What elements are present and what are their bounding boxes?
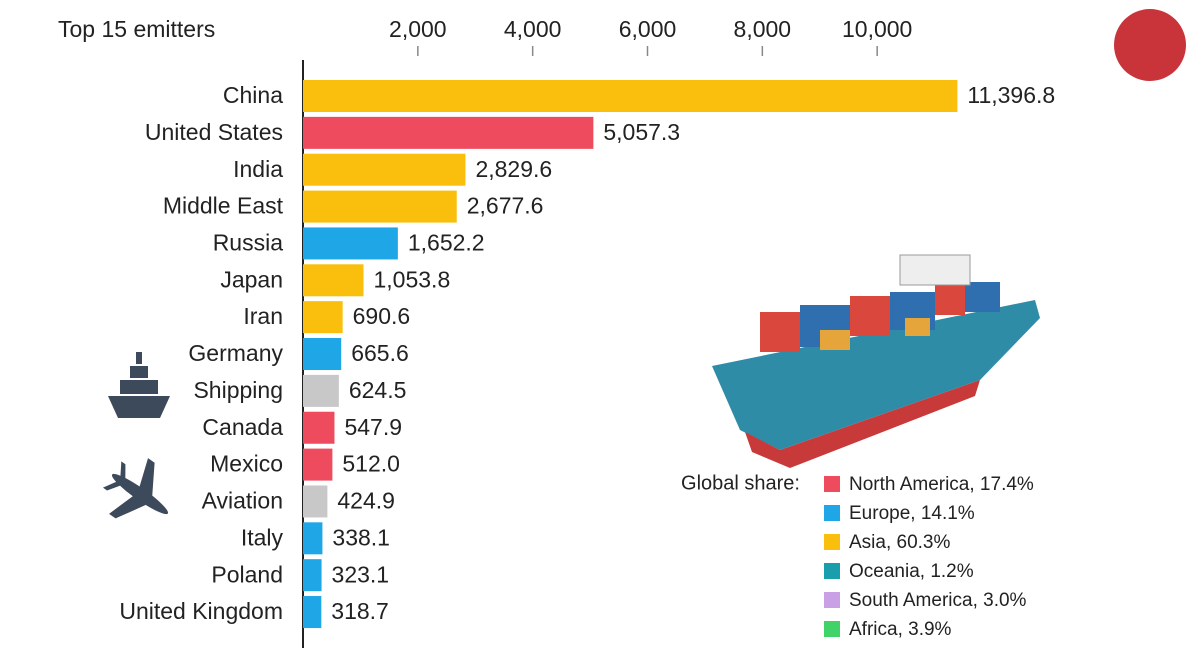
bar: [303, 116, 594, 149]
value-label: 512.0: [342, 451, 400, 477]
bar: [303, 485, 328, 518]
bar: [303, 559, 322, 592]
value-label: 1,053.8: [374, 266, 451, 292]
bar: [303, 264, 364, 297]
bar: [303, 374, 339, 407]
bar: [303, 80, 958, 112]
x-tick-label: 6,000: [619, 16, 677, 42]
x-tick-label: 8,000: [734, 16, 792, 42]
legend-swatch: [824, 621, 840, 637]
legend-swatch: [824, 592, 840, 608]
value-label: 5,057.3: [603, 119, 680, 145]
category-label: Aviation: [202, 488, 283, 514]
bar: [303, 411, 335, 444]
value-label: 323.1: [332, 561, 390, 587]
legend-swatch: [824, 505, 840, 521]
value-label: 2,829.6: [475, 156, 552, 182]
ship-icon: [108, 352, 170, 418]
category-label: Russia: [213, 230, 284, 256]
category-label: India: [233, 156, 283, 182]
legend-label: Africa, 3.9%: [849, 619, 952, 640]
value-label: 338.1: [332, 524, 390, 550]
bar: [303, 448, 333, 481]
category-label: Germany: [188, 340, 283, 366]
bar: [303, 596, 322, 629]
value-label: 424.9: [337, 488, 395, 514]
x-tick-label: 10,000: [842, 16, 912, 42]
category-label: United States: [145, 119, 283, 145]
legend-label: South America, 3.0%: [849, 590, 1027, 611]
value-label: 11,396.8: [967, 82, 1055, 108]
legend-label: North America, 17.4%: [849, 474, 1034, 495]
value-label: 2,677.6: [467, 193, 544, 219]
category-label: Mexico: [210, 451, 283, 477]
value-label: 665.6: [351, 340, 409, 366]
category-label: Middle East: [163, 193, 284, 219]
bar: [303, 338, 342, 371]
logo: [1114, 9, 1186, 81]
category-label: Canada: [202, 414, 283, 440]
category-label: China: [223, 82, 283, 108]
bar: [303, 227, 398, 260]
chart-title: Top 15 emitters: [58, 16, 215, 42]
bar: [303, 190, 457, 223]
category-label: Italy: [241, 524, 284, 550]
value-label: 1,652.2: [408, 230, 485, 256]
value-label: 547.9: [344, 414, 402, 440]
value-label: 318.7: [331, 598, 389, 624]
category-label: United Kingdom: [119, 598, 283, 624]
category-label: Poland: [211, 561, 283, 587]
plane-icon: [102, 458, 169, 519]
legend-swatch: [824, 534, 840, 550]
legend-label: Oceania, 1.2%: [849, 561, 974, 582]
ship-illustration: [712, 254, 1040, 468]
legend-title: Global share:: [681, 472, 800, 494]
bar: [303, 153, 466, 186]
x-tick-label: 4,000: [504, 16, 562, 42]
category-label: Japan: [220, 266, 283, 292]
legend-swatch: [824, 563, 840, 579]
value-label: 690.6: [353, 303, 411, 329]
x-tick-label: 2,000: [389, 16, 447, 42]
legend-label: Europe, 14.1%: [849, 503, 975, 524]
legend-swatch: [824, 476, 840, 492]
bar: [303, 301, 343, 334]
category-label: Iran: [243, 303, 283, 329]
bar: [303, 522, 323, 555]
value-label: 624.5: [349, 377, 407, 403]
legend-label: Asia, 60.3%: [849, 532, 950, 553]
category-label: Shipping: [193, 377, 283, 403]
